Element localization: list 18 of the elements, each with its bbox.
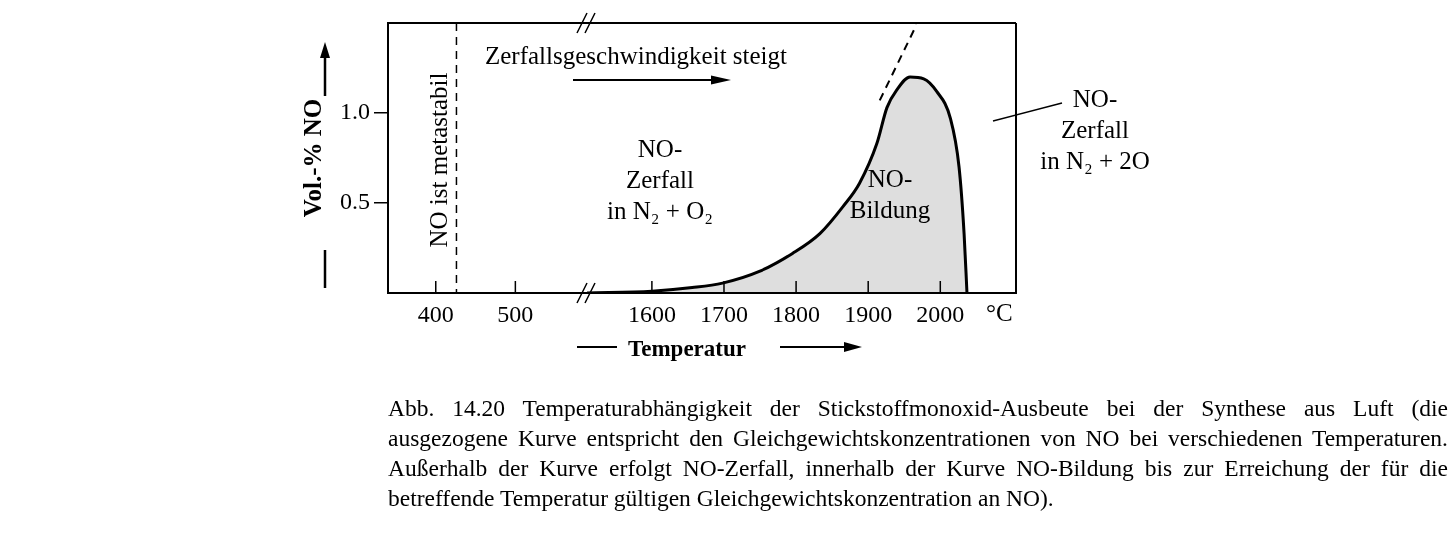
y-axis-title: Vol.-% NO [299, 98, 327, 218]
x-tick-label: 1700 [699, 300, 748, 327]
x-axis-title: Temperatur [628, 336, 746, 361]
x-tick-label: 400 [417, 300, 454, 327]
annotation: Zerfallsgeschwindigkeit steigt [485, 41, 788, 71]
x-tick-label: 1800 [772, 300, 821, 327]
x-tick-label: 1600 [627, 300, 676, 327]
caption: Abb. 14.20 Temperaturabhängigkeit der Stickstoffmonoxid-Ausbeute bei der Synthese aus Luft (die ausgezogene Kurve entspricht den Gleichgewichtskonzentrationen von NO bei verschiedenen Temperaturen. Außerhalb der Kurve erfolgt NO-Zerfall, innerhalb der Kurve NO-Bildung bis zur Erreichung der für die betreffende Temperatur gültigen Gleichgewichtskonzentration an NO). [388, 394, 1448, 513]
y-tick-label: 0.5 [340, 188, 370, 215]
ref-line-label: NO ist metastabil [424, 72, 452, 248]
text: °C [986, 298, 1013, 328]
x-tick-label: 500 [497, 300, 534, 327]
x-tick-label: 1900 [844, 300, 893, 327]
annotation: NO- Bildung [848, 164, 932, 225]
annotation: NO- Zerfall in N₂ + O₂ [606, 134, 714, 226]
y-tick-label: 1.0 [340, 98, 370, 125]
x-tick-label: 2000 [916, 300, 965, 327]
text: NO- Zerfall in N₂ + 2O [1039, 84, 1151, 176]
